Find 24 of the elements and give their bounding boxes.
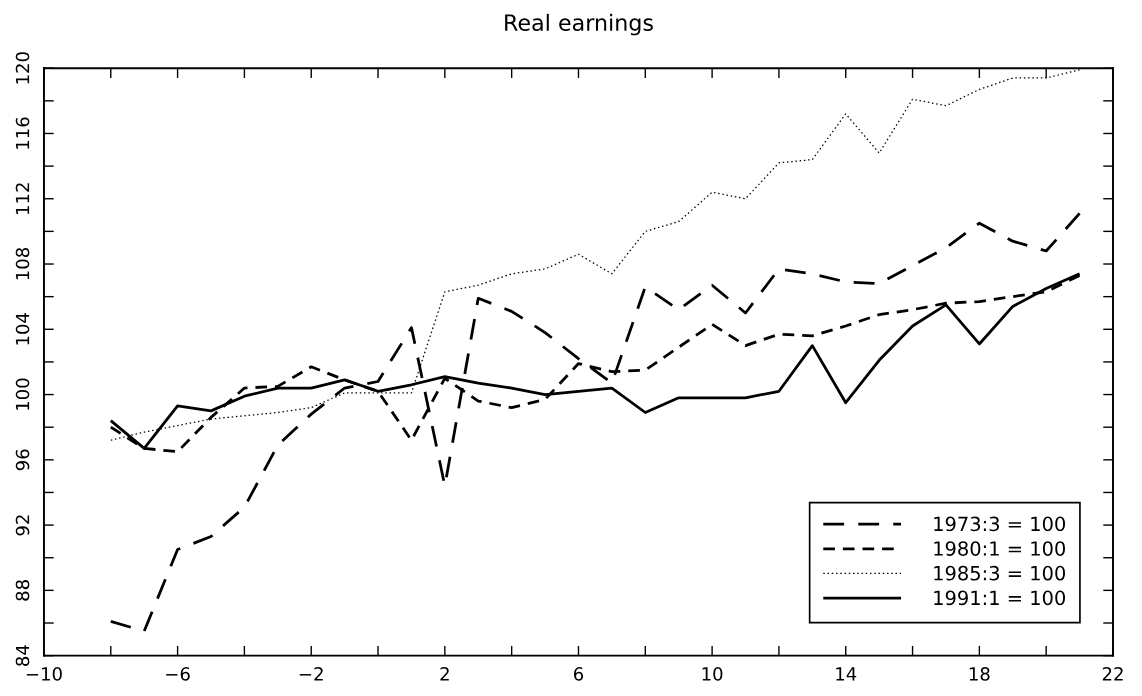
x-tick-label: 10	[702, 667, 723, 681]
x-tick-label: 22	[1102, 667, 1123, 681]
y-tick-label: 112	[15, 183, 30, 214]
y-tick-label: 88	[15, 580, 30, 601]
chart-title: Real earnings	[505, 13, 653, 36]
x-tick-label: −10	[26, 667, 62, 681]
y-tick-label: 84	[15, 645, 30, 666]
y-tick-label: 100	[15, 378, 30, 410]
y-tick-label: 104	[15, 313, 30, 345]
x-tick-label: 6	[574, 667, 584, 681]
x-tick-label: 2	[440, 667, 449, 681]
y-tick-label: 92	[15, 515, 30, 536]
y-tick-label: 96	[15, 449, 30, 471]
legend-label: 1973:3 = 100	[934, 516, 1066, 532]
y-tick-label: 116	[15, 117, 30, 149]
y-tick-label: 108	[15, 248, 30, 280]
legend-label: 1985:3 = 100	[934, 565, 1066, 581]
x-tick-label: −2	[299, 667, 323, 681]
legend-label: 1991:1 = 100	[934, 590, 1066, 606]
y-tick-label: 120	[15, 52, 30, 84]
legend-label: 1980:1 = 100	[934, 541, 1066, 556]
x-tick-label: 14	[836, 667, 857, 681]
x-tick-label: 18	[969, 667, 990, 681]
x-tick-label: −6	[166, 667, 190, 681]
